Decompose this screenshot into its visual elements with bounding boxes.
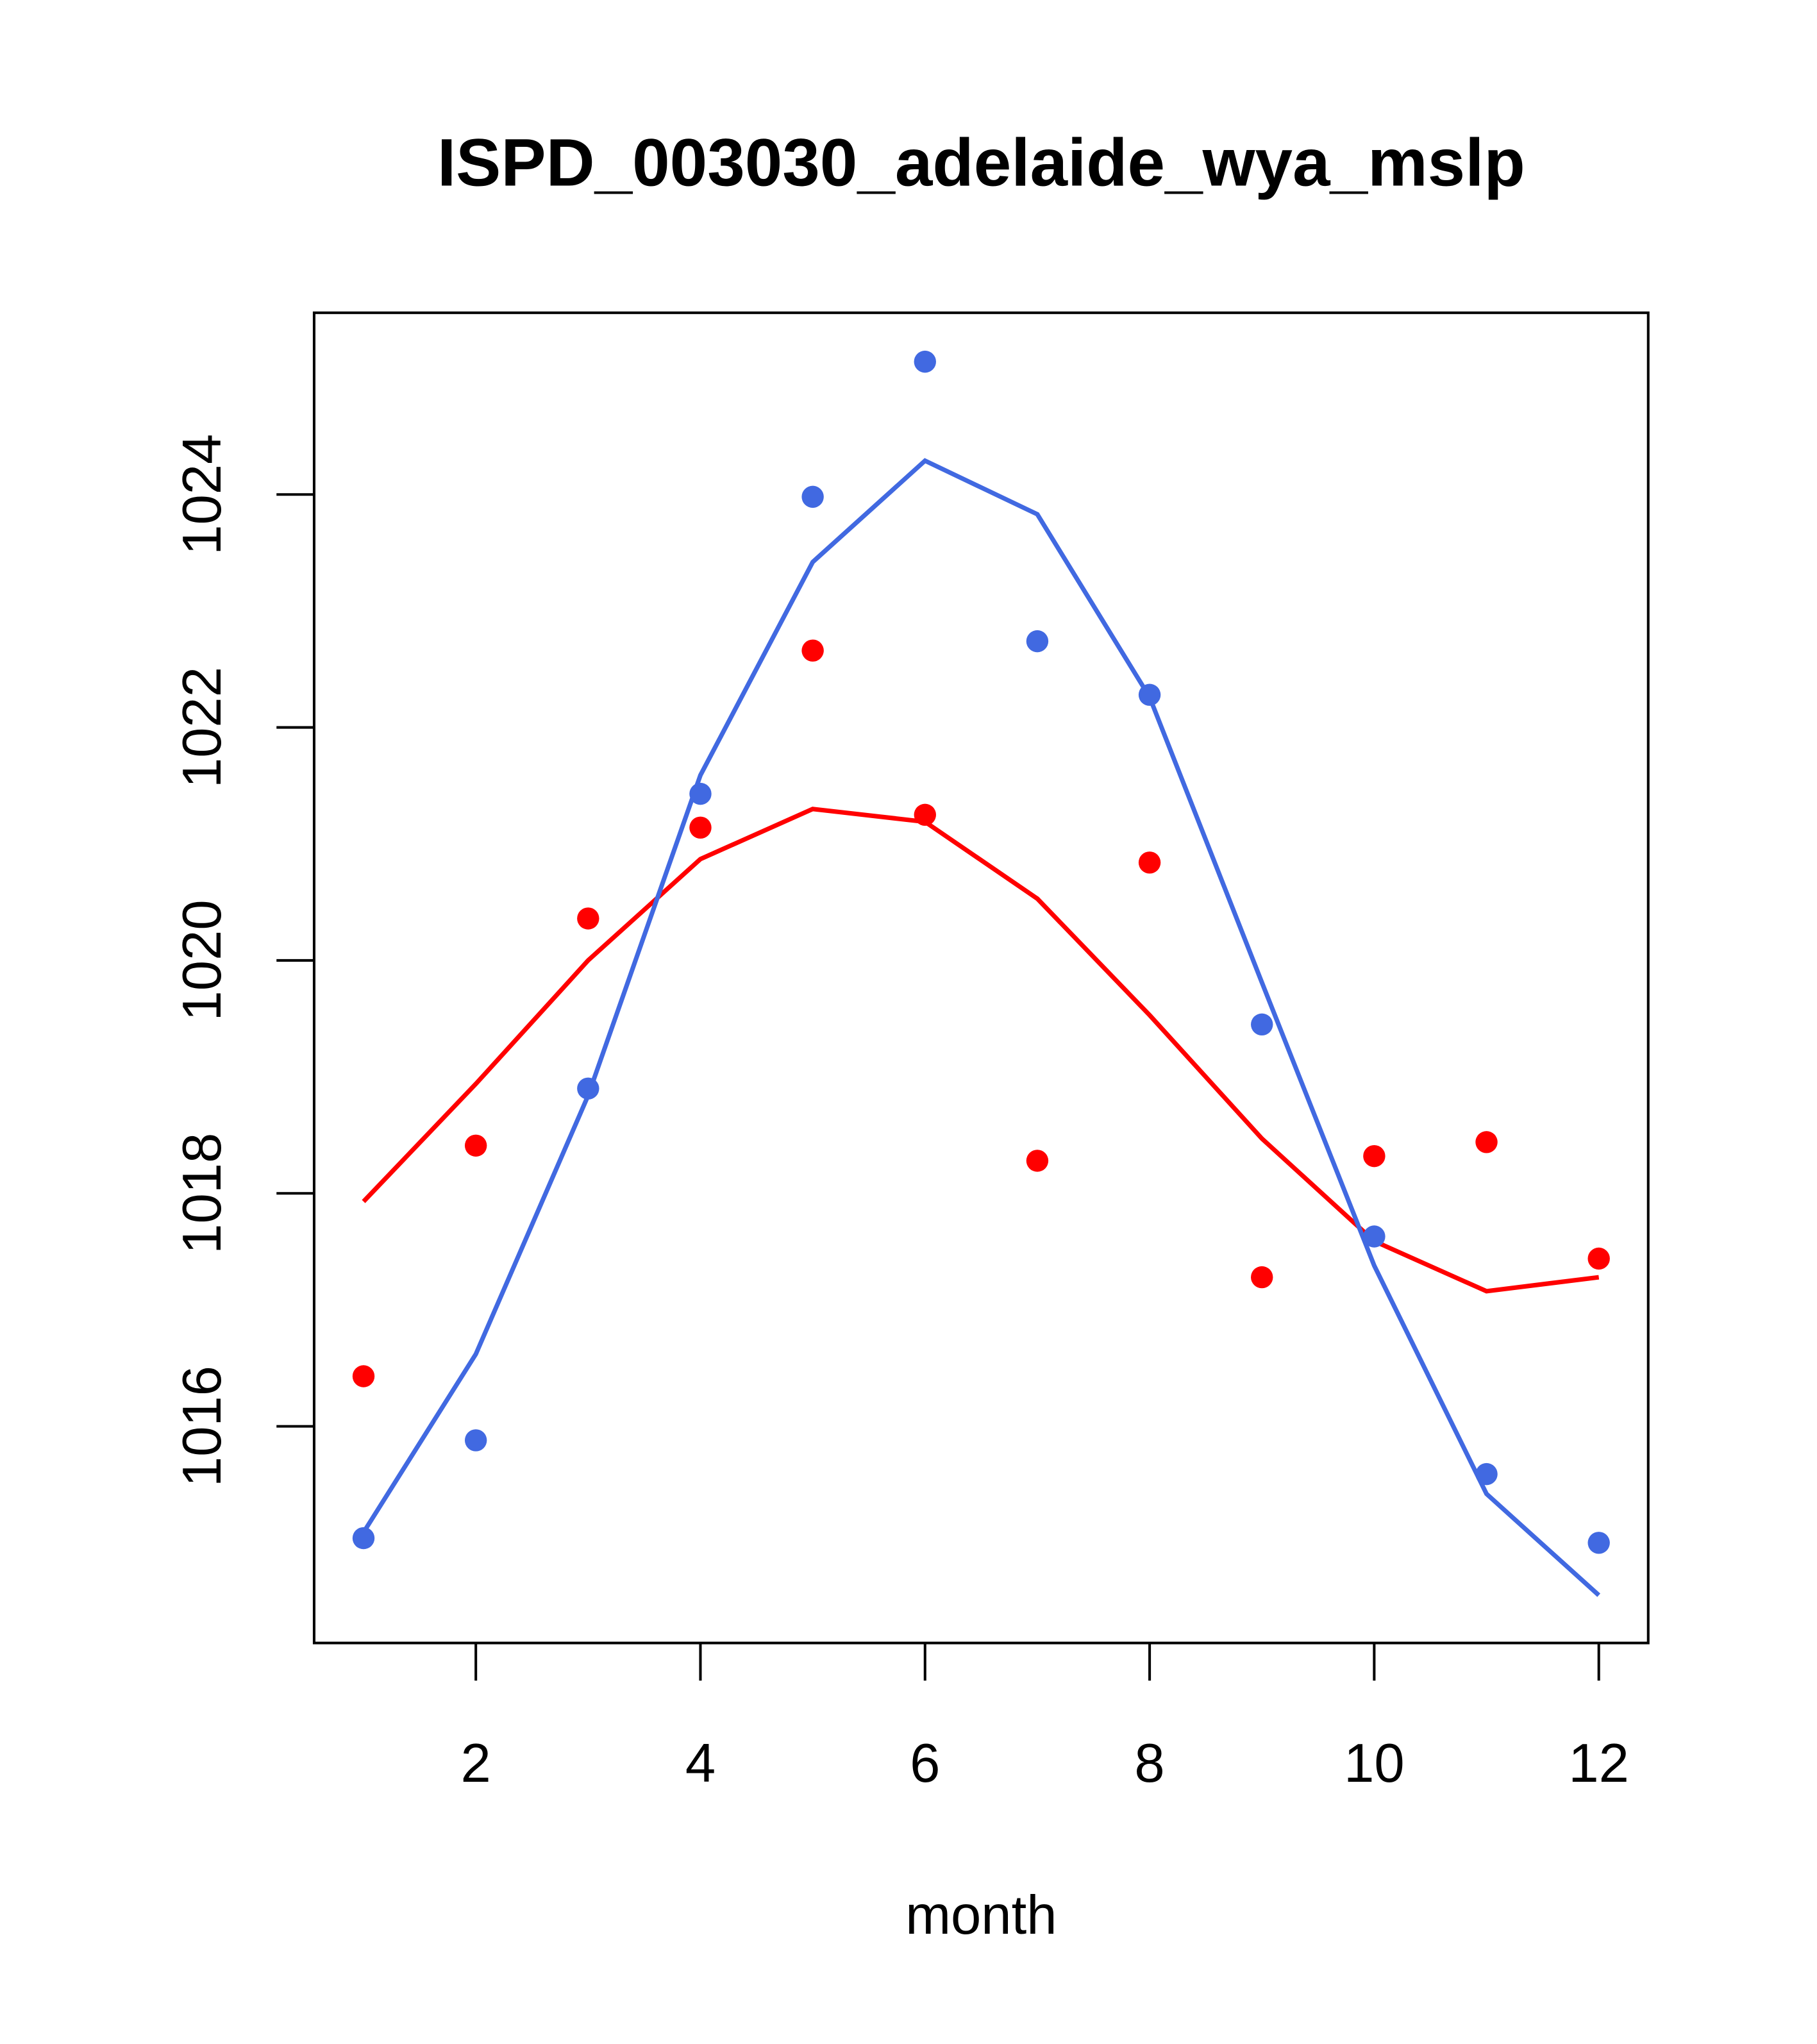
series-layer <box>352 350 1610 1597</box>
red-point <box>914 803 936 826</box>
blue-point <box>464 1429 487 1452</box>
red-point <box>1475 1131 1498 1153</box>
x-tick-label: 8 <box>1134 1733 1164 1794</box>
x-tick-label: 2 <box>461 1733 491 1794</box>
blue-point <box>577 1077 599 1100</box>
blue-series-line <box>362 458 1601 1597</box>
red-series-line <box>362 807 1600 1294</box>
blue-point <box>1363 1225 1386 1248</box>
blue-point <box>1026 630 1049 653</box>
red-point <box>1363 1144 1386 1168</box>
red-point <box>1138 851 1161 874</box>
red-point <box>1026 1150 1049 1172</box>
axes: 2 4 6 8 10 12 1016 1018 1020 1022 1024 <box>172 434 1629 1794</box>
y-tick-label: 1018 <box>172 1133 233 1254</box>
blue-point <box>1251 1013 1273 1036</box>
red-point <box>801 639 824 662</box>
blue-point <box>689 782 712 805</box>
red-point <box>1587 1247 1610 1270</box>
blue-point <box>1475 1462 1498 1486</box>
x-axis-label: month <box>905 1885 1057 1946</box>
x-tick-label: 12 <box>1568 1733 1629 1794</box>
y-tick-label: 1024 <box>172 434 233 555</box>
y-tick-label: 1020 <box>172 900 233 1021</box>
blue-point <box>801 485 824 508</box>
y-tick-label: 1016 <box>172 1366 233 1487</box>
red-point <box>1251 1266 1273 1289</box>
x-tick-label: 4 <box>685 1733 716 1794</box>
red-point <box>689 816 712 839</box>
x-tick-label: 10 <box>1344 1733 1405 1794</box>
red-point <box>577 907 599 930</box>
y-tick-label: 1022 <box>172 667 233 788</box>
blue-point <box>1587 1532 1610 1554</box>
x-tick-label: 6 <box>910 1733 940 1794</box>
red-point <box>352 1365 375 1387</box>
blue-point <box>352 1527 375 1550</box>
blue-point <box>914 350 936 373</box>
chart-title: ISPD_003030_adelaide_wya_mslp <box>437 125 1525 200</box>
blue-point <box>1138 683 1161 706</box>
red-point <box>464 1134 487 1157</box>
plot-frame <box>312 311 1650 1645</box>
